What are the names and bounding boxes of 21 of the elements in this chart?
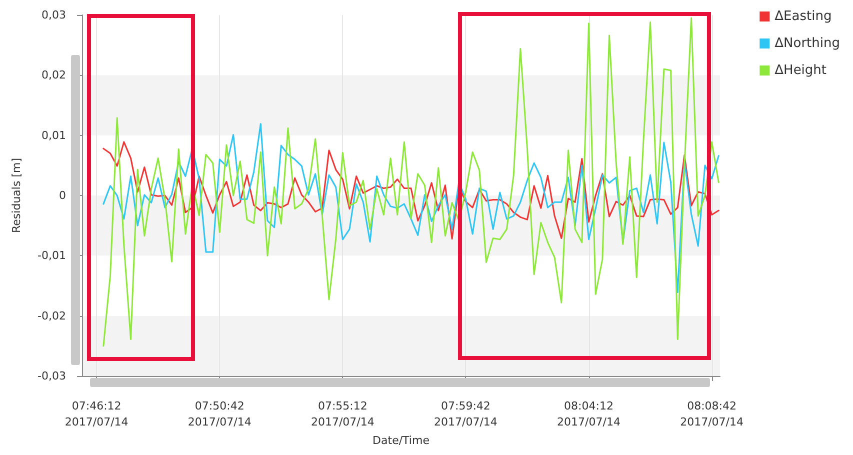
line-series (102, 17, 720, 347)
y-tick-label: -0,01 (38, 249, 66, 262)
y-tick-label: 0,02 (42, 68, 66, 82)
line-series (102, 141, 720, 240)
y-tick-label: 0,03 (42, 8, 66, 22)
y-tick-label: -0,03 (38, 370, 66, 382)
x-tick-label: 07:59:42 2017/07/14 (434, 400, 498, 428)
x-tick-label: 07:46:12 2017/07/14 (64, 400, 128, 428)
legend-label: ΔNorthing (774, 36, 840, 51)
x-tick-label: 08:08:42 2017/07/14 (680, 400, 744, 428)
x-tick-label: 07:50:42 2017/07/14 (188, 400, 252, 428)
x-tick-label: 08:04:12 2017/07/14 (557, 400, 620, 428)
y-tick-label: -0,02 (38, 309, 66, 322)
y-tick-label: 0 (59, 189, 66, 202)
legend-label: ΔHeight (774, 63, 827, 78)
legend-label: ΔEasting (774, 9, 832, 24)
x-tick-label: 07:55:12 2017/07/14 (310, 400, 374, 428)
line-series (102, 123, 720, 294)
y-tick-label: 0,01 (42, 128, 66, 142)
x-axis-title: Date/Time (372, 434, 430, 447)
y-axis-title: Residuals [m] (10, 158, 23, 233)
